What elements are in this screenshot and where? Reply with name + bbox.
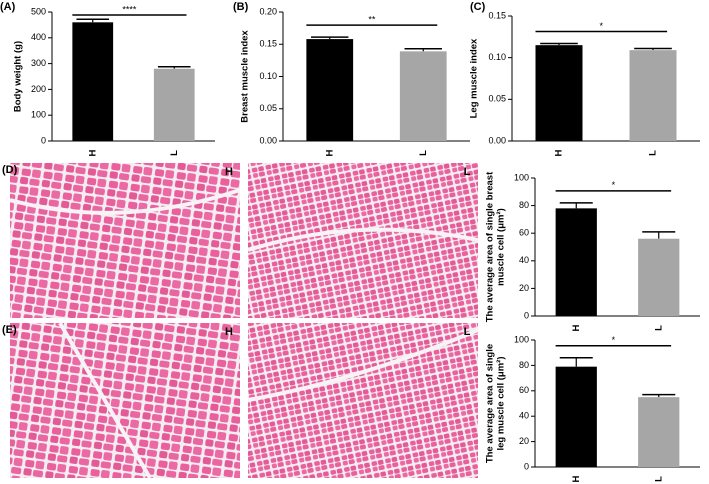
x-tick-label: L bbox=[648, 150, 659, 156]
y-tick-label: 400 bbox=[31, 32, 46, 42]
x-tick-label: H bbox=[554, 149, 565, 156]
y-tick-label: 300 bbox=[31, 58, 46, 68]
significance-label: * bbox=[612, 180, 616, 190]
micrograph bbox=[10, 163, 240, 318]
x-tick-label: H bbox=[87, 149, 98, 156]
y-axis-title: Body weight (g) bbox=[13, 41, 24, 112]
x-tick-label: H bbox=[571, 475, 582, 482]
bar bbox=[153, 68, 195, 141]
bar bbox=[629, 50, 677, 141]
significance-label: * bbox=[612, 335, 616, 345]
micrograph bbox=[248, 323, 478, 478]
y-axis-title: Leg muscle index bbox=[469, 38, 480, 118]
y-tick-label: 0.00 bbox=[259, 135, 277, 145]
y-tick-label: 100 bbox=[31, 110, 46, 120]
y-tick-label: 60 bbox=[519, 228, 529, 238]
y-tick-label: 0.20 bbox=[259, 6, 277, 16]
micrograph bbox=[10, 323, 240, 478]
bar bbox=[399, 51, 447, 141]
y-tick-label: 200 bbox=[31, 84, 46, 94]
bar bbox=[555, 208, 597, 316]
y-tick-label: 20 bbox=[519, 283, 529, 293]
y-axis-title: leg muscle cell (μm²) bbox=[496, 357, 507, 451]
x-tick-label: L bbox=[653, 476, 664, 482]
y-axis-title: muscle cell (μm²) bbox=[496, 208, 507, 286]
image-label: L bbox=[464, 166, 471, 178]
image-label: H bbox=[225, 326, 233, 338]
significance-label: ** bbox=[368, 15, 376, 25]
x-tick-label: L bbox=[418, 150, 429, 156]
bar bbox=[72, 22, 114, 141]
y-axis-title: Breast muscle index bbox=[240, 30, 251, 123]
y-axis-title: The average area of single bbox=[485, 344, 496, 463]
y-tick-label: 100 bbox=[514, 172, 529, 182]
image-label: H bbox=[225, 166, 233, 178]
y-tick-label: 0 bbox=[524, 461, 529, 471]
x-tick-label: H bbox=[324, 149, 335, 156]
y-tick-label: 100 bbox=[514, 334, 529, 344]
y-tick-label: 0.00 bbox=[488, 135, 506, 145]
y-tick-label: 80 bbox=[519, 200, 529, 210]
image-label: L bbox=[464, 326, 471, 338]
y-tick-label: 0.10 bbox=[488, 52, 506, 62]
y-tick-label: 0.10 bbox=[259, 71, 277, 81]
x-tick-label: H bbox=[571, 324, 582, 331]
y-tick-label: 40 bbox=[519, 255, 529, 265]
connective-tissue bbox=[9, 188, 479, 480]
y-tick-label: 20 bbox=[519, 436, 529, 446]
panel-label: (C) bbox=[470, 1, 486, 13]
y-tick-label: 40 bbox=[519, 411, 529, 421]
significance-label: **** bbox=[122, 4, 137, 14]
y-tick-label: 0 bbox=[41, 135, 46, 145]
panel-label: (A) bbox=[0, 1, 16, 13]
y-tick-label: 80 bbox=[519, 360, 529, 370]
y-tick-label: 0 bbox=[524, 310, 529, 320]
bar bbox=[555, 366, 597, 467]
panel-label: (B) bbox=[233, 1, 249, 13]
bar bbox=[306, 39, 354, 142]
x-tick-label: L bbox=[653, 325, 664, 331]
significance-label: * bbox=[600, 21, 604, 31]
bar bbox=[638, 238, 680, 316]
panel-label: (D) bbox=[2, 164, 18, 176]
y-tick-label: 500 bbox=[31, 6, 46, 16]
y-tick-label: 0.05 bbox=[488, 94, 506, 104]
bar bbox=[638, 397, 680, 467]
micrographs: (D) H L (E) H L bbox=[2, 163, 479, 480]
y-tick-label: 0.15 bbox=[259, 39, 277, 49]
bar bbox=[535, 45, 583, 141]
panel-label: (E) bbox=[2, 324, 17, 336]
y-tick-label: 60 bbox=[519, 385, 529, 395]
y-axis-title: The average area of single breast bbox=[485, 171, 496, 322]
x-tick-label: L bbox=[169, 150, 180, 156]
y-tick-label: 0.05 bbox=[259, 103, 277, 113]
y-tick-label: 0.15 bbox=[488, 10, 506, 20]
